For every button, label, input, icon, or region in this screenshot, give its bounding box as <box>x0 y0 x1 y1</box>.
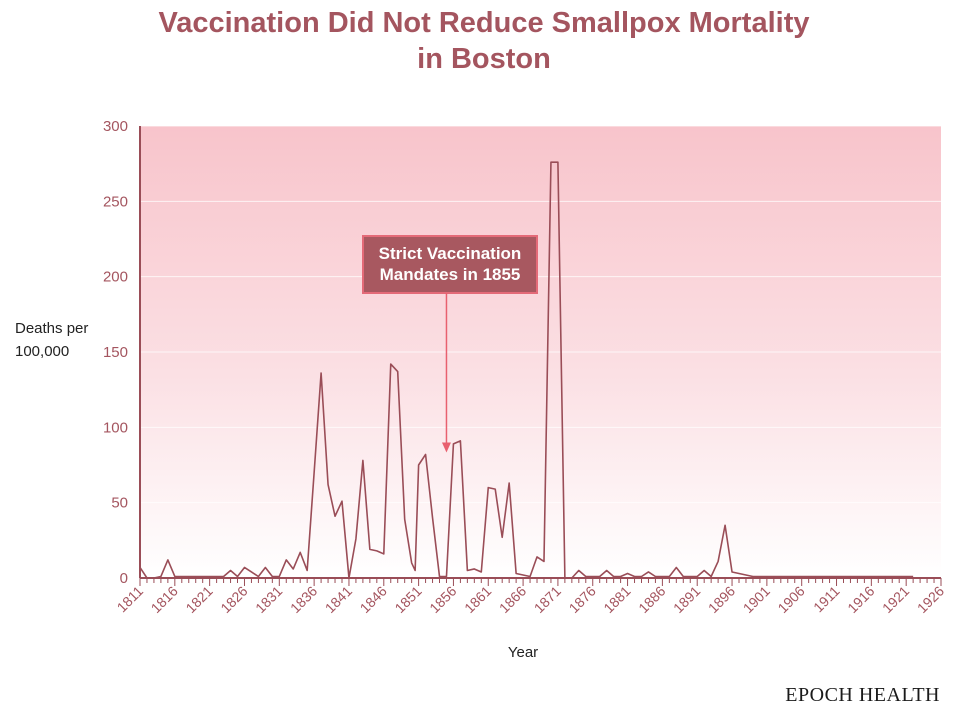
y-tick-label: 200 <box>103 269 128 286</box>
y-tick-label: 300 <box>103 118 128 135</box>
annotation: Strict Vaccination Mandates in 1855 <box>362 235 538 453</box>
x-tick-label: 1856 <box>426 583 459 616</box>
y-axis-label-line-2: 100,000 <box>15 343 69 360</box>
x-tick-label: 1926 <box>914 583 947 616</box>
annotation-text-line-2: Mandates in 1855 <box>380 265 521 284</box>
brand-logo: EPOCH HEALTH <box>785 684 940 706</box>
x-tick-label: 1871 <box>531 583 564 616</box>
x-tick-label: 1811 <box>114 583 147 616</box>
x-tick-label: 1841 <box>322 583 355 616</box>
chart-title-line-1: Vaccination Did Not Reduce Smallpox Mort… <box>158 7 809 39</box>
x-tick-label: 1881 <box>600 583 633 616</box>
x-tick-label: 1861 <box>461 583 494 616</box>
x-ticks: 1811 1816 1821 1826 1831 1836 1841 1846 1851 1856… <box>114 578 947 616</box>
x-tick-label: 1916 <box>844 583 877 616</box>
x-tick-label: 1911 <box>810 583 843 616</box>
annotation-arrow-head <box>441 442 451 453</box>
chart-title-line-2: in Boston <box>417 43 551 75</box>
x-tick-label: 1821 <box>182 583 215 616</box>
x-tick-label: 1906 <box>774 583 807 616</box>
annotation-box <box>362 235 538 294</box>
x-tick-label: 1851 <box>391 583 424 616</box>
y-axis-label-line-1: Deaths per <box>15 320 88 337</box>
y-tick-label: 150 <box>103 344 128 361</box>
x-tick-label: 1896 <box>705 583 738 616</box>
x-tick-label: 1921 <box>879 583 912 616</box>
y-tick-label: 50 <box>111 495 128 512</box>
x-tick-label: 1831 <box>252 583 285 616</box>
y-tick-label: 100 <box>103 419 128 436</box>
x-tick-label: 1826 <box>217 583 250 616</box>
x-tick-label: 1886 <box>635 583 668 616</box>
x-tick-label: 1866 <box>496 583 529 616</box>
x-tick-label: 1876 <box>566 583 599 616</box>
x-axis-label: Year <box>508 644 538 661</box>
gridlines <box>140 125 941 504</box>
series-line <box>139 161 914 579</box>
x-tick-label: 1836 <box>287 583 320 616</box>
x-tick-label: 1891 <box>670 583 703 616</box>
x-tick-label: 1816 <box>148 583 181 616</box>
x-tick-label: 1901 <box>740 583 773 616</box>
y-tick-label: 0 <box>120 570 128 587</box>
annotation-text-line-1: Strict Vaccination <box>379 244 522 263</box>
x-tick-label: 1846 <box>357 583 390 616</box>
y-tick-labels: 0 50 100 150 200 250 300 <box>103 118 128 587</box>
y-tick-label: 250 <box>103 193 128 210</box>
